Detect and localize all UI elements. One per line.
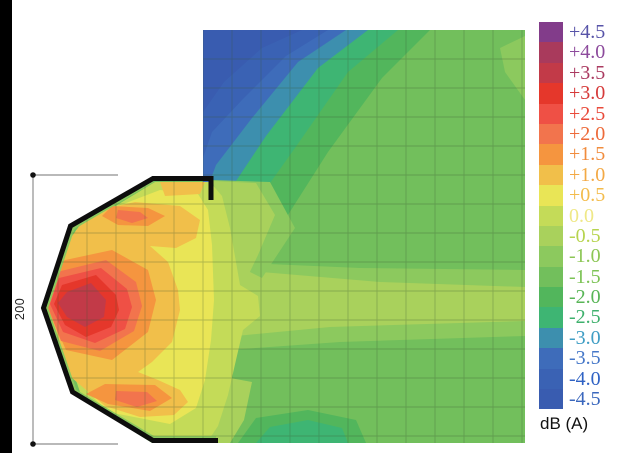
- legend-swatch: [539, 103, 563, 124]
- legend-swatch: [539, 225, 563, 247]
- legend-swatch: [539, 307, 563, 328]
- object-outline: [40, 176, 218, 443]
- legend-row: -2.5: [539, 306, 605, 329]
- legend-row: -3.0: [539, 326, 605, 349]
- legend-swatch: [539, 22, 563, 43]
- legend-swatch: [539, 348, 563, 369]
- legend-row: +1.5: [539, 143, 606, 166]
- legend-swatch: [539, 246, 563, 267]
- dimension-lines: [32, 174, 118, 445]
- legend-row: +3.5: [539, 61, 606, 84]
- legend-label: +4.0: [569, 41, 606, 64]
- legend-swatch: [539, 368, 563, 390]
- legend-swatch: [539, 42, 563, 63]
- contour-band-right-minus0-5: [214, 268, 525, 336]
- legend-label: +2.5: [569, 102, 606, 125]
- legend-label: +3.0: [569, 82, 606, 105]
- legend-label: -0.5: [569, 224, 601, 247]
- dimension-label: 200: [13, 298, 27, 320]
- legend-label: -1.5: [569, 265, 601, 288]
- legend-label: -1.0: [569, 245, 601, 268]
- color-scale-legend: +4.5 +4.0 +3.5 +3.0 +2.5 +2.0 +1.5 +1.0 …: [539, 22, 605, 409]
- dimension-dot-top: [30, 172, 36, 178]
- legend-swatch: [539, 185, 563, 206]
- legend-swatch: [539, 144, 563, 165]
- contour-band-topright-light: [500, 36, 525, 100]
- legend-label: +4.5: [569, 21, 606, 43]
- legend-label: 0.0: [569, 204, 594, 227]
- legend-row: +4.0: [539, 41, 606, 64]
- legend-row: +0.5: [539, 184, 606, 207]
- legend-row: -1.0: [539, 245, 605, 268]
- legend-label: -4.0: [569, 367, 601, 390]
- legend-label: -2.0: [569, 286, 601, 309]
- legend-row: +1.0: [539, 163, 606, 186]
- contour-band-bottom-minus2-5: [256, 420, 348, 443]
- contour-band-plus3-5: [58, 283, 106, 327]
- legend-label: +3.5: [569, 61, 606, 84]
- legend-label: +1.5: [569, 143, 606, 166]
- legend-row: +2.0: [539, 124, 605, 144]
- legend-row: -0.5: [539, 224, 605, 247]
- legend-label: +2.0: [569, 122, 606, 145]
- legend-row: -3.5: [539, 347, 605, 370]
- contour-band-plus2-bottom: [115, 391, 157, 407]
- contour-band-plus2-top: [116, 210, 148, 223]
- legend-swatch: [539, 287, 563, 308]
- legend-row: +2.5: [539, 102, 606, 125]
- legend-swatch: [539, 83, 563, 104]
- legend-label: +0.5: [569, 184, 606, 207]
- legend-row: +4.5: [539, 22, 605, 42]
- legend-swatch: [539, 205, 563, 226]
- legend-row: 0.0: [539, 204, 605, 227]
- contour-band-minus4-5: [203, 30, 302, 112]
- left-edge-black-bar: [0, 0, 12, 453]
- legend-swatch: [539, 123, 563, 145]
- legend-row: -4.0: [539, 367, 605, 390]
- dimension-dot-bottom: [30, 441, 36, 447]
- legend-label: -3.0: [569, 326, 601, 349]
- legend-unit-label: dB (A): [540, 414, 589, 433]
- legend-label: -3.5: [569, 347, 601, 370]
- legend-label: -4.5: [569, 388, 601, 411]
- legend-swatch: [539, 62, 563, 84]
- legend-swatch: [539, 266, 563, 288]
- legend-label: +1.0: [569, 163, 606, 186]
- legend-swatch: [539, 164, 563, 186]
- legend-row: -2.0: [539, 287, 605, 307]
- legend-label: -2.5: [569, 306, 601, 329]
- dimension-annotation: 200: [13, 172, 118, 447]
- contour-field: [43, 30, 525, 443]
- legend-row: +3.0: [539, 82, 606, 105]
- contour-strip-plus1-top: [160, 182, 205, 196]
- legend-row: -1.5: [539, 265, 605, 288]
- legend-row: -4.5: [539, 389, 605, 409]
- legend-swatch: [539, 389, 563, 410]
- legend-swatch: [539, 327, 563, 349]
